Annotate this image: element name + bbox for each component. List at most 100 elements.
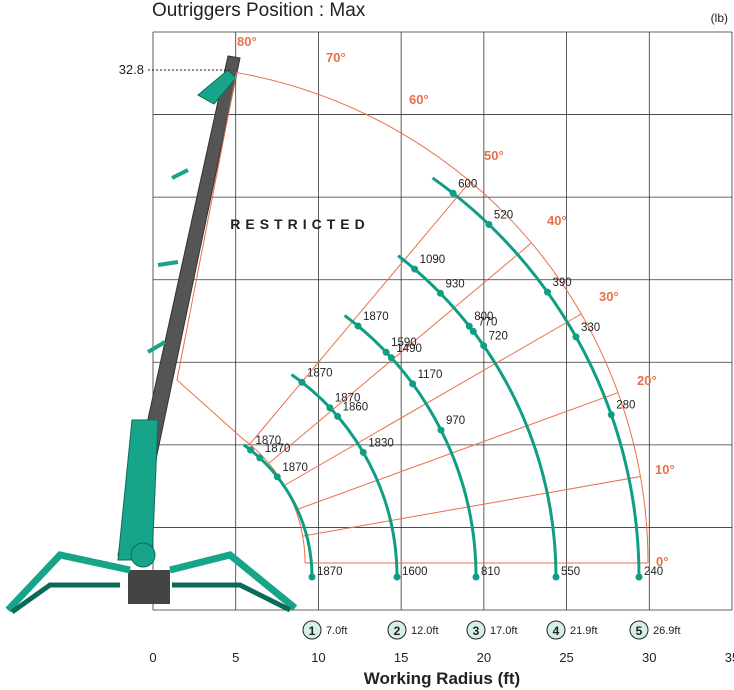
load-label: 1870 <box>363 311 389 323</box>
inner-arc <box>242 438 306 564</box>
load-point <box>411 265 419 273</box>
outer-arc <box>236 72 649 564</box>
angle-label: 80° <box>237 34 257 49</box>
x-tick-label: 25 <box>559 650 573 665</box>
load-point <box>485 221 493 229</box>
load-label: 1870 <box>282 462 308 474</box>
load-point <box>334 412 342 420</box>
radius-label: 21.9ft <box>570 625 598 637</box>
load-label: 1090 <box>420 254 446 266</box>
load-point <box>469 327 477 335</box>
load-label: 1870 <box>335 393 361 405</box>
restricted-label: RESTRICTED <box>230 216 369 232</box>
radius-label: 17.0ft <box>490 625 518 637</box>
angle-label: 70° <box>326 50 346 65</box>
load-label: 970 <box>446 415 465 427</box>
load-point <box>273 473 281 481</box>
load-point <box>552 573 560 581</box>
radius-badge <box>302 620 322 640</box>
load-label: 1170 <box>418 369 443 381</box>
load-label: 390 <box>552 277 571 289</box>
load-label: 330 <box>581 322 600 334</box>
radius-number: 1 <box>309 624 316 638</box>
load-label: 1870 <box>256 435 282 447</box>
radius-number: 2 <box>394 624 401 638</box>
radius-number: 5 <box>636 624 643 638</box>
load-label: 800 <box>474 311 493 323</box>
load-point <box>465 322 473 330</box>
load-label: 1870 <box>317 566 343 578</box>
load-label: 1870 <box>265 443 291 455</box>
load-point <box>449 189 457 197</box>
load-label: 770 <box>478 316 497 328</box>
load-label: 1490 <box>396 343 422 355</box>
load-point <box>635 573 643 581</box>
load-label: 1860 <box>343 401 369 413</box>
angle-label: 60° <box>409 92 429 107</box>
load-point <box>607 411 615 419</box>
x-tick-label: 20 <box>477 650 491 665</box>
load-point <box>572 333 580 341</box>
radius-badge <box>546 620 566 640</box>
load-label: 1870 <box>307 367 333 379</box>
radius-arc <box>431 176 641 578</box>
x-axis-title: Working Radius (ft) <box>364 669 520 688</box>
radius-label: 26.9ft <box>653 625 681 637</box>
radius-label: 12.0ft <box>411 625 439 637</box>
load-point <box>256 454 264 462</box>
angle-ray <box>249 181 471 445</box>
load-point <box>382 348 390 356</box>
grid <box>152 31 733 611</box>
load-point <box>308 573 316 581</box>
x-tick-label: 35 <box>725 650 734 665</box>
load-point <box>480 342 488 350</box>
angle-ray <box>283 313 582 486</box>
load-label: 550 <box>561 566 580 578</box>
load-label: 520 <box>494 210 513 222</box>
load-label: 720 <box>489 331 508 343</box>
angle-label: 20° <box>637 373 657 388</box>
load-point <box>247 446 255 454</box>
unit-label: (lb) <box>711 11 728 25</box>
radius-badge <box>466 620 486 640</box>
load-label: 930 <box>445 278 464 290</box>
load-point <box>409 380 417 388</box>
radius-arc <box>290 373 399 578</box>
angle-label: 10° <box>655 462 675 477</box>
angle-label: 0° <box>656 554 668 569</box>
x-tick-label: 0 <box>149 650 156 665</box>
x-tick-label: 30 <box>642 650 656 665</box>
load-label: 600 <box>458 178 477 190</box>
radius-label: 7.0ft <box>326 625 347 637</box>
radius-arc <box>397 254 558 578</box>
load-label: 280 <box>616 400 635 412</box>
load-label: 810 <box>481 566 500 578</box>
radius-badge <box>629 620 649 640</box>
load-label: 1830 <box>368 437 394 449</box>
height-label: 32.8 <box>119 62 144 77</box>
load-point <box>326 404 334 412</box>
load-label: 1590 <box>391 337 417 349</box>
working-envelope <box>176 72 649 564</box>
angle-ray <box>268 242 532 464</box>
load-label: 240 <box>644 566 663 578</box>
angle-label: 30° <box>599 289 619 304</box>
angle-label: 40° <box>547 213 567 228</box>
radius-number: 4 <box>553 624 560 638</box>
angle-ray <box>295 392 619 511</box>
load-point <box>543 288 551 296</box>
load-point <box>298 378 306 386</box>
load-label: 1600 <box>402 566 428 578</box>
chart-title: Outriggers Position : Max <box>152 0 366 21</box>
load-point <box>436 289 444 297</box>
radius-curve: 240 280 330 390 520 600 5 26.9ft <box>431 176 681 640</box>
radius-badge <box>387 620 407 640</box>
load-point <box>359 448 367 456</box>
radius-number: 3 <box>473 624 480 638</box>
load-point <box>472 573 480 581</box>
